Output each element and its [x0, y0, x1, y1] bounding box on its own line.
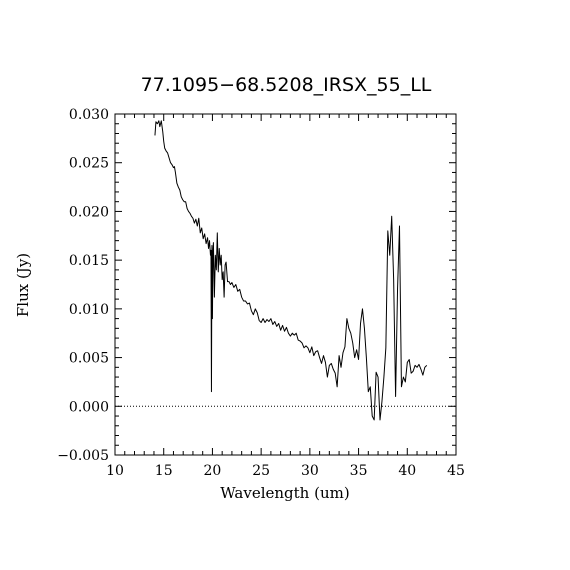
x-tick-label: 25: [252, 463, 270, 479]
x-tick-label: 40: [398, 463, 416, 479]
y-axis-tick-labels: −0.005 0.000 0.005 0.010 0.015 0.020 0.025 0.03…: [57, 107, 109, 464]
y-tick-label: 0.030: [69, 107, 109, 123]
y-axis-ticks: [115, 113, 456, 456]
y-tick-label: 0.000: [69, 399, 109, 415]
y-tick-label: −0.005: [57, 448, 109, 464]
x-axis-tick-labels: 10 15 20 25 30 35 40 45: [106, 463, 465, 479]
y-tick-label: 0.025: [69, 156, 109, 172]
x-tick-label: 15: [155, 463, 173, 479]
x-tick-label: 30: [301, 463, 319, 479]
chart-title: 77.1095−68.5208_IRSX_55_LL: [141, 74, 432, 96]
y-axis-label: Flux (Jy): [14, 253, 32, 317]
x-axis-ticks: [114, 114, 457, 455]
x-axis-label: Wavelength (um): [220, 484, 349, 502]
y-tick-label: 0.010: [69, 302, 109, 318]
y-tick-label: 0.005: [69, 351, 109, 367]
x-tick-label: 10: [106, 463, 124, 479]
plot-frame: [114, 113, 457, 456]
x-tick-label: 20: [204, 463, 222, 479]
y-tick-label: 0.015: [69, 253, 109, 269]
x-tick-label: 35: [350, 463, 368, 479]
x-tick-label: 45: [447, 463, 465, 479]
flux-spectrum-line: [154, 120, 428, 421]
y-tick-label: 0.020: [69, 204, 109, 220]
